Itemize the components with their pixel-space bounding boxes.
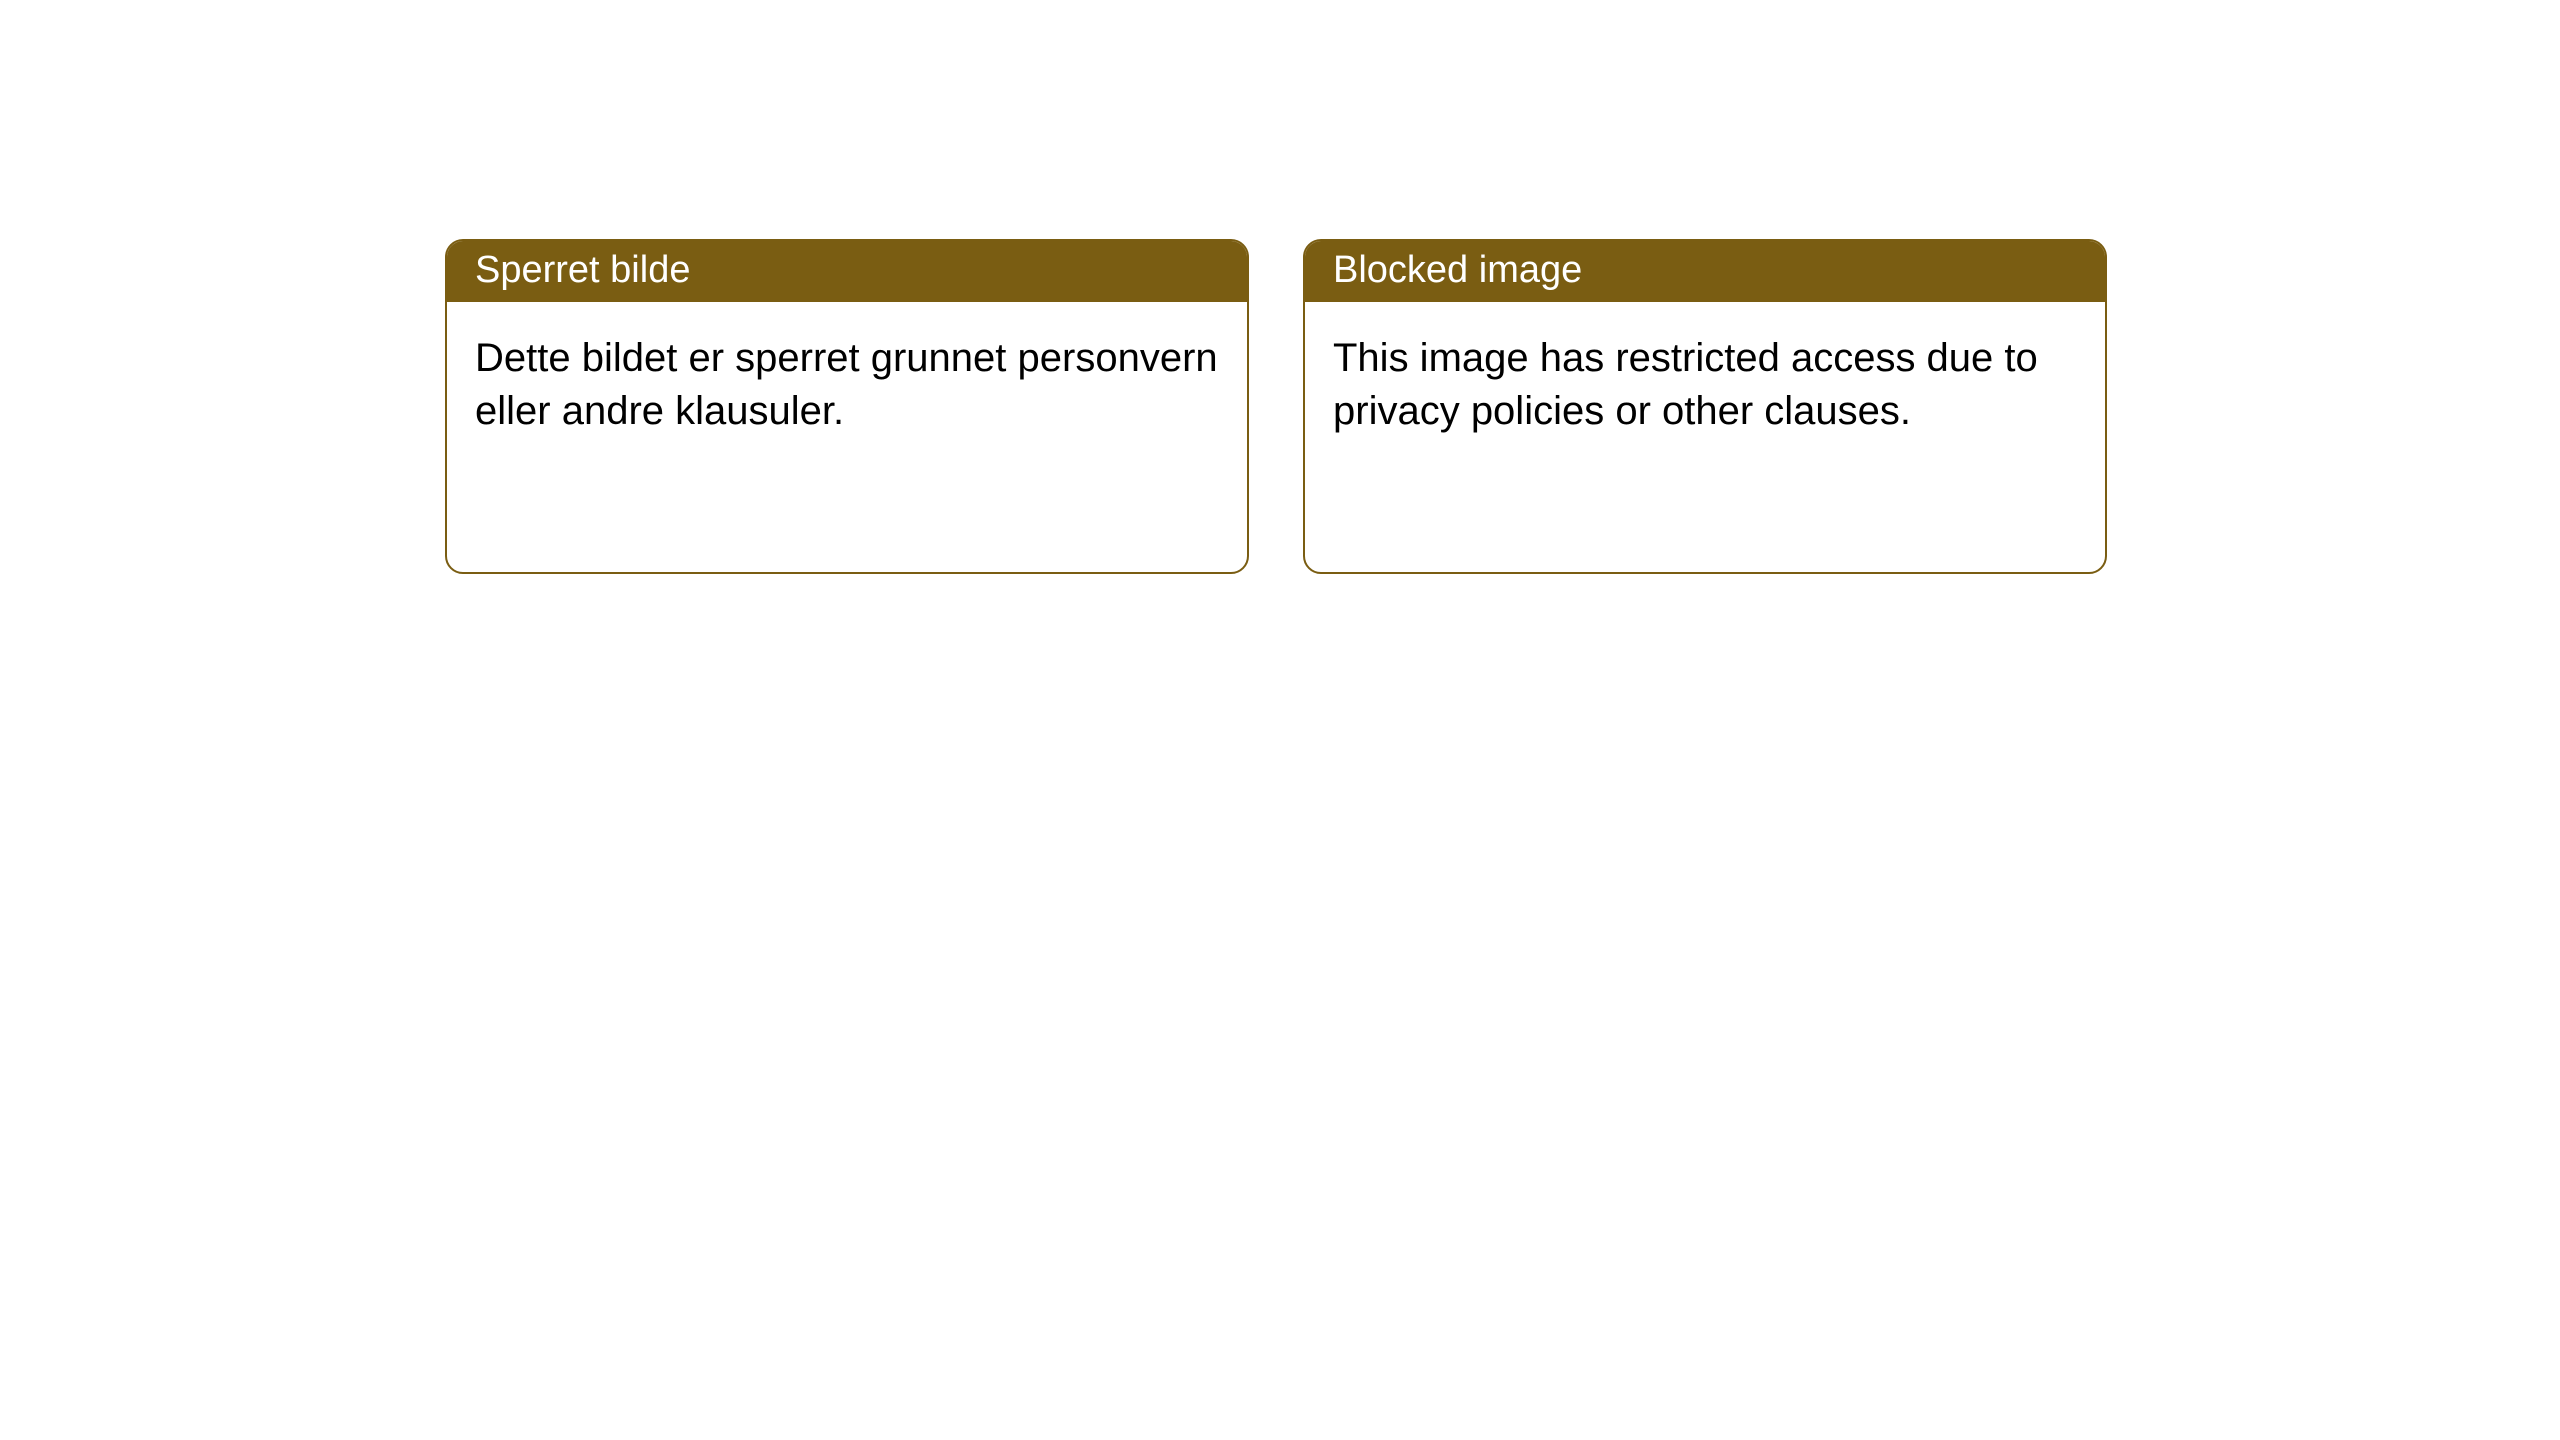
notice-card-norwegian: Sperret bilde Dette bildet er sperret gr… xyxy=(445,239,1249,574)
notice-body: Dette bildet er sperret grunnet personve… xyxy=(447,302,1247,572)
notice-title: Sperret bilde xyxy=(475,249,690,291)
notice-body-text: Dette bildet er sperret grunnet personve… xyxy=(475,336,1218,433)
notice-body: This image has restricted access due to … xyxy=(1305,302,2105,572)
notice-container: Sperret bilde Dette bildet er sperret gr… xyxy=(445,239,2107,574)
notice-header: Blocked image xyxy=(1305,241,2105,302)
notice-header: Sperret bilde xyxy=(447,241,1247,302)
notice-body-text: This image has restricted access due to … xyxy=(1333,336,2038,433)
notice-title: Blocked image xyxy=(1333,249,1582,291)
notice-card-english: Blocked image This image has restricted … xyxy=(1303,239,2107,574)
